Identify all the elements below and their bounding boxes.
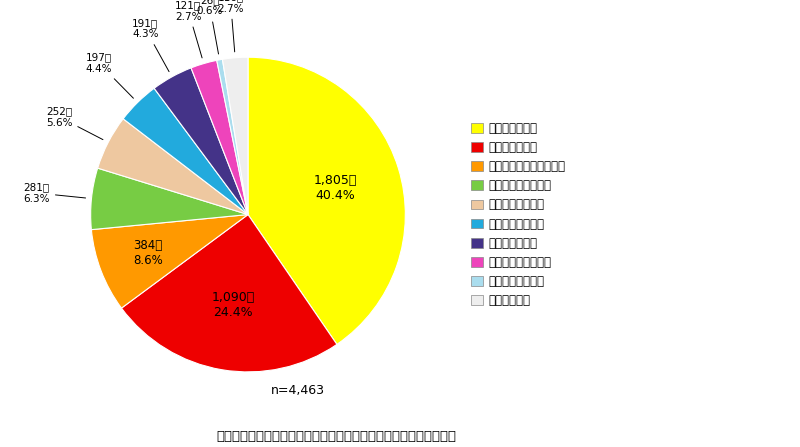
- Text: 1,805人
40.4%: 1,805人 40.4%: [314, 173, 357, 202]
- Text: 384人
8.6%: 384人 8.6%: [134, 239, 163, 267]
- Text: 252人
5.6%: 252人 5.6%: [46, 106, 103, 139]
- Text: 116人
2.7%: 116人 2.7%: [218, 0, 244, 52]
- Text: 121人
2.7%: 121人 2.7%: [175, 0, 202, 58]
- Text: 図１０－１　発生場所別の救急搬送人員（平成２５年６月～９月）: 図１０－１ 発生場所別の救急搬送人員（平成２５年６月～９月）: [216, 430, 456, 443]
- Wedge shape: [123, 88, 248, 215]
- Text: 197人
4.4%: 197人 4.4%: [86, 52, 134, 98]
- Text: n=4,463: n=4,463: [271, 384, 326, 397]
- Wedge shape: [122, 215, 337, 372]
- Legend: 住宅等居住場所, 道路・交通施設, 公園・遊園地・運動場等, 工事現場・工場など, 店舗・遊戯施設等, 学校・児童施設等, 会社・公共施設, 医療施設・福祉施設: 住宅等居住場所, 道路・交通施設, 公園・遊園地・運動場等, 工事現場・工場など…: [470, 122, 566, 307]
- Wedge shape: [91, 215, 248, 308]
- Text: 191人
4.3%: 191人 4.3%: [132, 18, 169, 72]
- Text: 281人
6.3%: 281人 6.3%: [23, 182, 86, 204]
- Wedge shape: [191, 60, 248, 215]
- Wedge shape: [217, 59, 248, 215]
- Text: 26人
0.6%: 26人 0.6%: [197, 0, 223, 54]
- Wedge shape: [248, 57, 406, 344]
- Wedge shape: [154, 68, 248, 215]
- Wedge shape: [222, 57, 248, 215]
- Wedge shape: [90, 168, 248, 230]
- Text: 1,090人
24.4%: 1,090人 24.4%: [211, 291, 254, 319]
- Wedge shape: [98, 119, 248, 215]
